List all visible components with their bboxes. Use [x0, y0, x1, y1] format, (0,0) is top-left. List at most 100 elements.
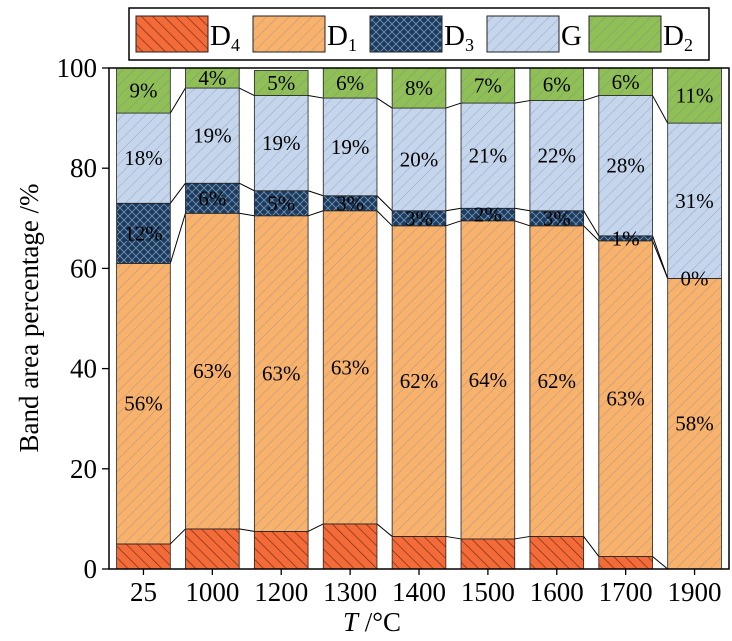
bar-segment — [460, 207, 516, 222]
bar-segment — [667, 278, 722, 570]
connector-line — [583, 95, 599, 102]
connector-line — [583, 536, 600, 557]
connector-line — [514, 207, 530, 212]
connector-line — [376, 210, 393, 227]
segment-label: 9% — [129, 79, 157, 103]
segment-label: 7% — [474, 74, 502, 98]
connector-line — [307, 190, 324, 197]
segment-label: 63% — [262, 362, 301, 386]
legend-item: D2 — [588, 15, 693, 55]
y-axis: 0 20 40 60 80 100 — [57, 53, 109, 584]
segment-label: 56% — [124, 392, 163, 416]
connector-line — [583, 225, 600, 242]
bar-segment — [391, 210, 447, 227]
connector-line — [376, 523, 393, 537]
segment-label: 63% — [606, 387, 645, 411]
legend-label: G — [561, 20, 582, 52]
bar-segment — [322, 195, 378, 212]
bar-segment — [116, 262, 171, 545]
segment-label: 19% — [262, 131, 301, 155]
bar-segment — [185, 528, 240, 570]
connector-line — [445, 220, 462, 227]
segment-label: 0% — [681, 266, 709, 290]
bar-segment — [185, 212, 240, 530]
segment-label: 31% — [675, 189, 714, 213]
y-axis-label: Band area percentage /% — [14, 183, 44, 452]
segment-labels: 56% 12% 18% 9% 63% 6% 19% 4% 63% 5% 19% 5% 63% 3% 19% 6… — [124, 66, 714, 436]
bar-segment — [253, 215, 309, 532]
segment-label: 58% — [675, 412, 714, 436]
connector-line — [514, 220, 531, 227]
segment-label: 3% — [543, 206, 571, 230]
connector-line — [445, 207, 462, 212]
connector-line — [376, 97, 393, 109]
segment-label: 63% — [193, 359, 232, 383]
x-tick-label: 1300 — [323, 577, 377, 607]
x-tick-label: 1900 — [668, 577, 722, 607]
connector-line — [652, 95, 669, 124]
connector-line — [652, 235, 669, 279]
bar-segment — [322, 97, 378, 197]
legend: D4 D1 D3 G D2 — [128, 7, 710, 61]
y-tick-label: 20 — [70, 454, 97, 484]
segment-label: 62% — [400, 369, 439, 393]
bar-segment — [598, 95, 653, 237]
segment-label: 21% — [469, 144, 508, 168]
x-tick-label: 1400 — [392, 577, 446, 607]
bar-segment — [253, 531, 309, 570]
x-tick-label: 1200 — [254, 577, 308, 607]
bar-segment — [460, 538, 516, 570]
connector-line — [169, 87, 186, 114]
bar-segment — [391, 536, 447, 570]
legend-label: D1 — [327, 20, 357, 55]
segment-label: 22% — [538, 144, 577, 168]
bar-segment — [391, 107, 447, 212]
segment-label: 28% — [606, 154, 645, 178]
legend-item: G — [486, 15, 582, 53]
connector-line — [308, 95, 324, 99]
bar-segment — [391, 67, 447, 109]
bar-segment — [185, 87, 240, 184]
y-tick-label: 0 — [84, 554, 98, 584]
segment-label: 20% — [400, 147, 439, 171]
connector-line — [169, 528, 186, 545]
connector-lines — [169, 87, 669, 570]
segment-label: 5% — [267, 71, 295, 95]
bar-segment — [116, 543, 171, 570]
x-axis: 25 1000 1200 1300 1400 1500 1600 1700 1900 — [130, 569, 722, 607]
bar-segment — [529, 536, 585, 570]
connector-line — [239, 212, 255, 217]
connector-line — [169, 182, 186, 204]
bar-segment — [598, 556, 653, 570]
segment-label: 6% — [543, 72, 571, 96]
connector-line — [583, 210, 600, 237]
segment-label: 12% — [124, 221, 163, 245]
bar-segment — [253, 95, 309, 192]
segment-label: 19% — [331, 135, 370, 159]
connector-line — [169, 213, 186, 264]
connector-line — [445, 535, 462, 540]
bar-segment — [529, 100, 585, 212]
segment-label: 19% — [193, 124, 232, 148]
legend-item: D3 — [369, 15, 474, 55]
legend-label: D4 — [210, 20, 240, 55]
bar-segment — [253, 190, 309, 217]
segment-label: 8% — [405, 76, 433, 100]
x-tick-label: 1600 — [530, 577, 584, 607]
x-tick-label: 25 — [130, 577, 157, 607]
y-tick-label: 80 — [70, 153, 97, 183]
connector-line — [239, 528, 255, 532]
bar-segment — [322, 523, 378, 570]
segment-label: 2% — [474, 203, 502, 227]
y-tick-label: 60 — [70, 253, 97, 283]
segment-label: 5% — [267, 191, 295, 215]
bar-segment — [667, 122, 722, 279]
connector-line — [238, 87, 255, 97]
bar-segment — [460, 102, 516, 209]
y-tick-label: 40 — [70, 354, 97, 384]
legend-item: D1 — [252, 15, 357, 55]
x-tick-label: 1500 — [461, 577, 515, 607]
legend-label: D2 — [663, 20, 693, 55]
segment-label: 3% — [336, 191, 364, 215]
segment-label: 4% — [198, 66, 226, 90]
